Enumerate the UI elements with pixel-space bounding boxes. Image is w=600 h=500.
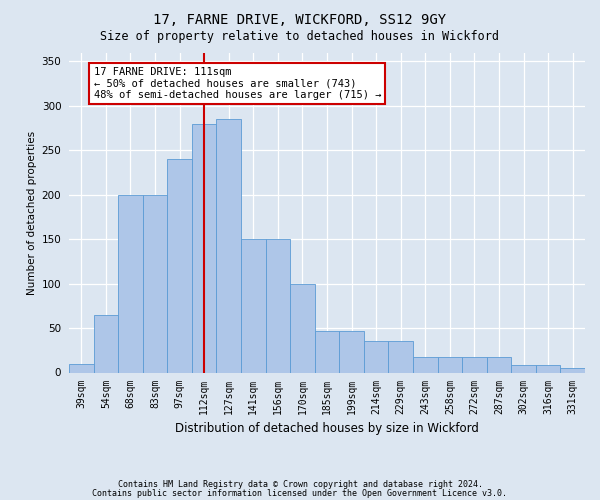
Bar bbox=[192, 124, 217, 372]
Bar bbox=[167, 159, 192, 372]
Text: Contains HM Land Registry data © Crown copyright and database right 2024.: Contains HM Land Registry data © Crown c… bbox=[118, 480, 482, 489]
Bar bbox=[339, 330, 364, 372]
Text: 17, FARNE DRIVE, WICKFORD, SS12 9GY: 17, FARNE DRIVE, WICKFORD, SS12 9GY bbox=[154, 12, 446, 26]
Bar bbox=[487, 356, 511, 372]
X-axis label: Distribution of detached houses by size in Wickford: Distribution of detached houses by size … bbox=[175, 422, 479, 436]
Y-axis label: Number of detached properties: Number of detached properties bbox=[28, 130, 37, 294]
Bar bbox=[266, 239, 290, 372]
Bar bbox=[511, 366, 536, 372]
Bar bbox=[536, 366, 560, 372]
Text: Size of property relative to detached houses in Wickford: Size of property relative to detached ho… bbox=[101, 30, 499, 43]
Bar bbox=[217, 119, 241, 372]
Bar bbox=[143, 194, 167, 372]
Bar bbox=[437, 356, 462, 372]
Bar bbox=[69, 364, 94, 372]
Bar bbox=[315, 330, 339, 372]
Text: Contains public sector information licensed under the Open Government Licence v3: Contains public sector information licen… bbox=[92, 489, 508, 498]
Bar bbox=[462, 356, 487, 372]
Text: 17 FARNE DRIVE: 111sqm
← 50% of detached houses are smaller (743)
48% of semi-de: 17 FARNE DRIVE: 111sqm ← 50% of detached… bbox=[94, 66, 381, 100]
Bar bbox=[388, 342, 413, 372]
Bar bbox=[413, 356, 437, 372]
Bar bbox=[94, 314, 118, 372]
Bar bbox=[118, 194, 143, 372]
Bar bbox=[290, 284, 315, 372]
Bar bbox=[364, 342, 388, 372]
Bar bbox=[241, 239, 266, 372]
Bar bbox=[560, 368, 585, 372]
